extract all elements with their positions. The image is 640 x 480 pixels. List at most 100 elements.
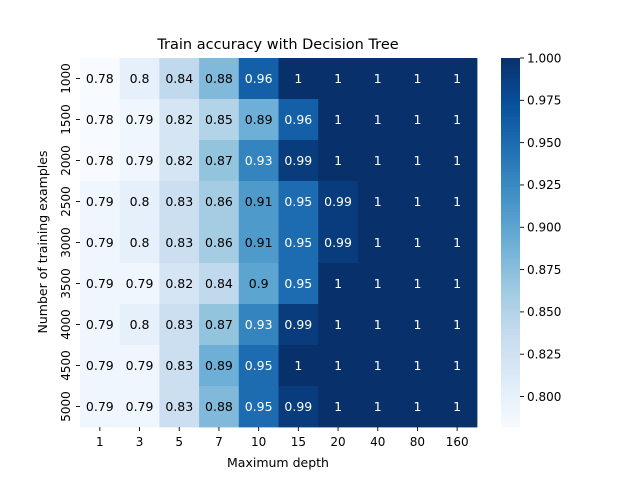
colorbar-segment [501, 291, 520, 296]
colorbar-segment [501, 340, 520, 345]
colorbar-segment [501, 116, 520, 120]
colorbar-segment [501, 122, 520, 127]
colorbar-segment [501, 76, 520, 81]
cell-value-label: 1 [334, 399, 342, 414]
cell-value-label: 1 [374, 153, 382, 168]
cell-value-label: 0.88 [205, 399, 233, 414]
heatmap-cell [199, 386, 240, 428]
colorbar-segment [501, 85, 520, 90]
heatmap-cell [318, 263, 359, 305]
heatmap-cell [80, 386, 121, 428]
colorbar-segment [501, 190, 520, 194]
heatmap-cell [437, 304, 478, 346]
cell-value-label: 0.83 [165, 317, 193, 332]
cell-value-label: 0.79 [126, 276, 154, 291]
heatmap-cell [278, 99, 319, 141]
colorbar-segment [501, 368, 520, 373]
heatmap-cell [238, 304, 279, 346]
heatmap-cell [80, 345, 121, 387]
heatmap-cell [278, 222, 319, 264]
cell-value-label: 0.83 [165, 399, 193, 414]
colorbar-tick-label: 0.925 [527, 178, 561, 192]
heatmap-cell [397, 386, 438, 428]
heatmap-cell [199, 99, 240, 141]
cell-value-label: 0.78 [86, 153, 114, 168]
colorbar-segment [501, 402, 520, 406]
x-tick-label: 80 [410, 435, 425, 449]
colorbar-segment [501, 144, 520, 148]
heatmap-cell [238, 345, 279, 387]
cell-value-label: 1 [413, 317, 421, 332]
heatmap-cell [80, 263, 121, 305]
colorbar-segment [501, 313, 520, 317]
heatmap-cell [357, 222, 398, 264]
x-tick-label: 160 [446, 435, 469, 449]
heatmap-cell [80, 222, 121, 264]
heatmap-cell [119, 386, 160, 428]
colorbar-segment [501, 276, 520, 280]
heatmap-cell [318, 222, 359, 264]
heatmap-cell [119, 304, 160, 346]
colorbar-segment [501, 131, 520, 136]
colorbar-segment [501, 128, 520, 133]
cell-value-label: 0.82 [165, 276, 193, 291]
colorbar-segment [501, 181, 520, 185]
cell-value-label: 1 [453, 317, 461, 332]
heatmap-cell [357, 386, 398, 428]
heatmap-cell [238, 99, 279, 141]
cell-value-label: 1 [374, 194, 382, 209]
heatmap-cell [357, 99, 398, 141]
cell-value-label: 0.79 [126, 112, 154, 127]
cell-value-label: 1 [334, 112, 342, 127]
heatmap-cell [357, 345, 398, 387]
x-axis: 1 3 5 7 10 15 20 40 80 160 [96, 427, 469, 449]
cell-value-label: 0.99 [284, 399, 312, 414]
colorbar-segment [501, 417, 520, 422]
colorbar-tick-label: 0.875 [527, 263, 561, 277]
colorbar-segment [501, 193, 520, 197]
colorbar-segment [501, 248, 520, 253]
colorbar-segment [501, 217, 520, 222]
cell-value-label: 0.8 [130, 194, 150, 209]
cell-value-label: 1 [334, 153, 342, 168]
heatmap-cell [357, 58, 398, 100]
cell-value-label: 0.95 [284, 235, 312, 250]
x-tick-label: 40 [370, 435, 385, 449]
cell-value-label: 1 [413, 235, 421, 250]
cell-value-label: 0.95 [284, 194, 312, 209]
colorbar-segment [501, 162, 520, 167]
cell-value-label: 0.82 [165, 153, 193, 168]
colorbar-segment [501, 141, 520, 145]
cell-value-label: 0.86 [205, 235, 233, 250]
heatmap-cell [80, 58, 121, 100]
colorbar-segment [501, 214, 520, 219]
cell-value-label: 0.88 [205, 71, 233, 86]
colorbar-segment [501, 245, 520, 250]
colorbar-tick-label: 0.900 [527, 221, 561, 235]
cell-value-label: 0.83 [165, 358, 193, 373]
colorbar-segment [501, 279, 520, 283]
heatmap-cell [318, 345, 359, 387]
colorbar-segment [501, 199, 520, 204]
cell-value-label: 1 [413, 276, 421, 291]
colorbar-segment [501, 174, 520, 179]
heatmap-cell [159, 181, 200, 223]
y-axis-label: Number of training examples [35, 151, 50, 334]
heatmap-cell [159, 386, 200, 428]
colorbar-segment [501, 208, 520, 213]
cell-value-label: 0.99 [324, 235, 352, 250]
cell-value-label: 0.82 [165, 112, 193, 127]
heatmap-cell [199, 181, 240, 223]
y-tick-label: 1500 [59, 104, 73, 135]
heatmap-cell [318, 58, 359, 100]
colorbar-tick-label: 1.000 [527, 51, 561, 65]
cell-value-label: 0.89 [205, 358, 233, 373]
cell-value-label: 0.96 [245, 71, 273, 86]
colorbar: 0.800 0.825 0.850 0.875 0.900 0.925 0.950 0.975… [501, 51, 561, 428]
cell-value-label: 0.99 [284, 317, 312, 332]
heatmap-cell [278, 58, 319, 100]
cell-value-label: 0.89 [245, 112, 273, 127]
colorbar-segment [501, 297, 520, 302]
colorbar-segment [501, 94, 520, 99]
heatmap-cell [437, 181, 478, 223]
